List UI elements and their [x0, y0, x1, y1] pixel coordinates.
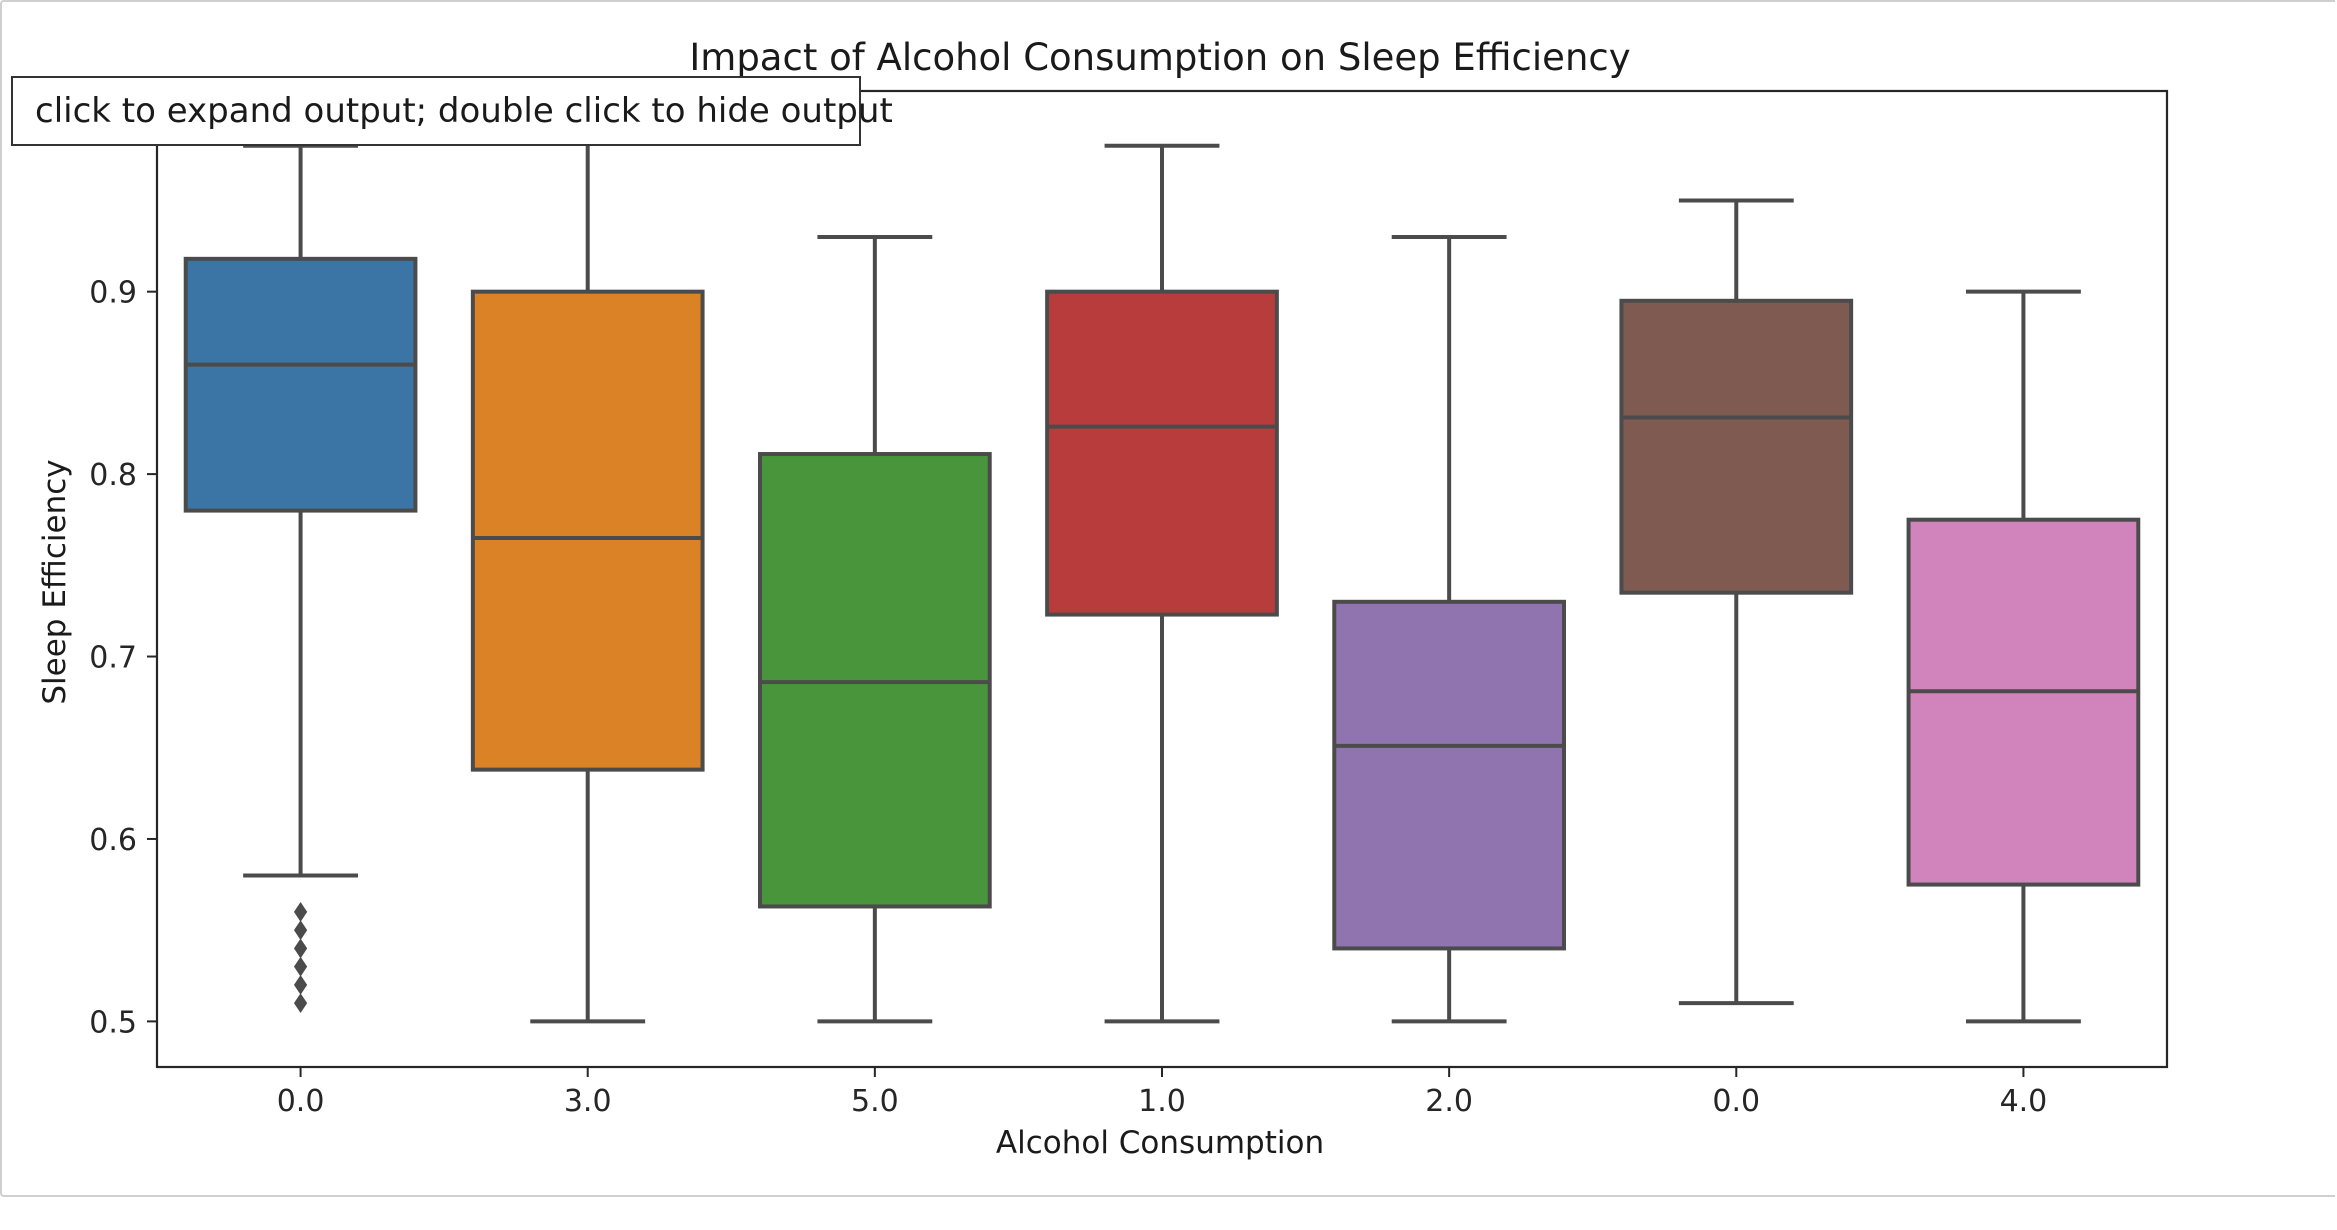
y-tick-label: 0.7	[89, 641, 137, 676]
outlier-point	[293, 956, 308, 977]
x-tick-label: 1.0	[1138, 1084, 1186, 1119]
expand-output-tooltip[interactable]: click to expand output; double click to …	[11, 76, 893, 146]
x-tick-label: 5.0	[851, 1084, 899, 1119]
x-tick-label: 3.0	[564, 1084, 612, 1119]
chart-title: Impact of Alcohol Consumption on Sleep E…	[689, 36, 1630, 79]
outlier-point	[293, 902, 308, 922]
y-axis-label: Sleep Efficiency	[37, 459, 73, 704]
y-tick-label: 0.8	[89, 458, 137, 493]
outlier-point	[293, 993, 308, 1014]
box-body	[470, 289, 705, 772]
y-tick-label: 0.6	[89, 823, 137, 858]
x-tick-label: 0.0	[1712, 1084, 1760, 1119]
y-tick-label: 0.5	[89, 1005, 137, 1040]
outlier-point	[293, 975, 308, 995]
box-body	[1045, 289, 1279, 617]
x-tick-label: 4.0	[2000, 1084, 2048, 1119]
output-frame	[0, 0, 2335, 1197]
outlier-point	[293, 938, 308, 959]
box-body	[1332, 599, 1567, 951]
x-axis-label: Alcohol Consumption	[996, 1125, 1324, 1161]
y-tick-label: 0.9	[89, 276, 137, 311]
x-tick-label: 0.0	[277, 1084, 325, 1119]
plot-layer: 0.5 0.6 0.7 0.8 0.9 0.0 3.0 5.0 1.0 2.0 0.0 4.0	[89, 89, 2169, 1119]
box-body	[1906, 517, 2141, 887]
x-tick-label: 2.0	[1425, 1084, 1473, 1119]
box-body	[1619, 298, 1854, 595]
outlier-point	[293, 920, 308, 941]
box-body	[183, 256, 418, 513]
